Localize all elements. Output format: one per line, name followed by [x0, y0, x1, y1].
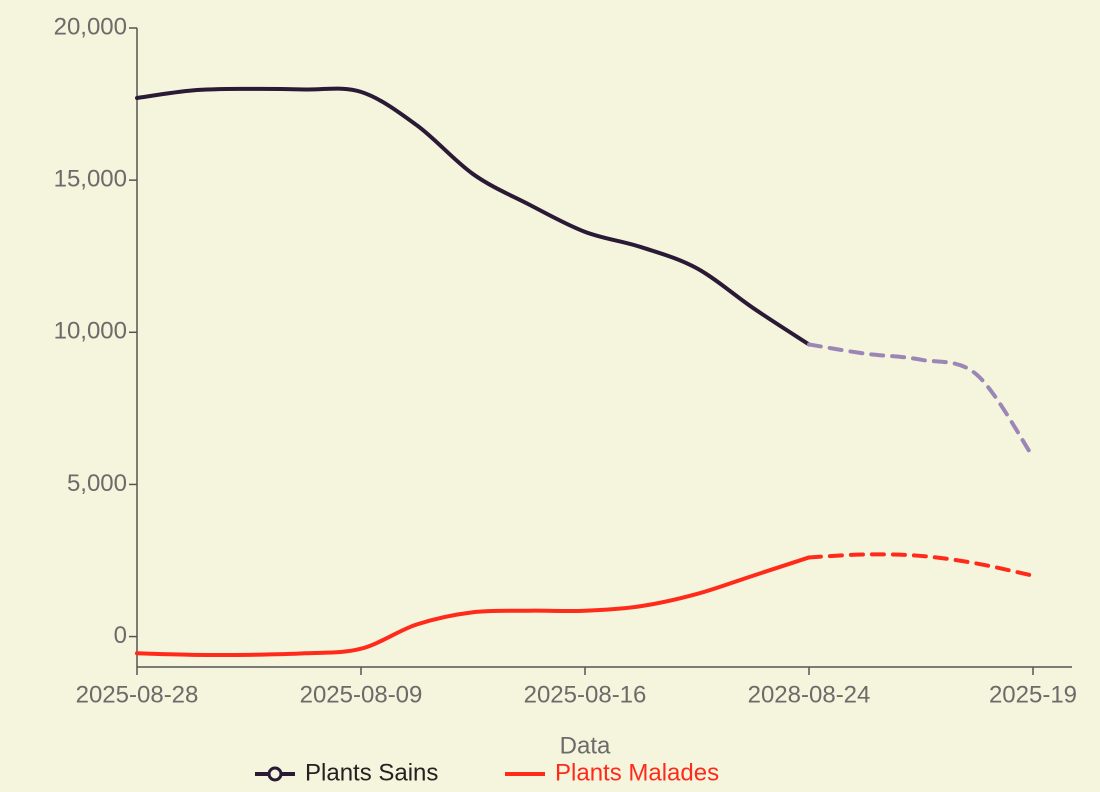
- forecast-line: [807, 552, 1035, 578]
- series-line: [135, 555, 811, 658]
- y-tick-label: 15,000: [54, 165, 127, 192]
- y-tick-label: 0: [114, 622, 127, 649]
- legend-label: Plants Sains: [305, 759, 438, 786]
- legend-marker: [267, 766, 283, 782]
- x-tick-label: 2028-08-24: [748, 681, 871, 708]
- series-line: [135, 86, 811, 347]
- legend-title: Data: [560, 732, 611, 759]
- x-tick-label: 2025-08-28: [76, 681, 199, 708]
- y-tick-label: 10,000: [54, 318, 127, 345]
- legend-label: Plants Malades: [555, 759, 719, 786]
- x-tick-label: 2025-08-09: [300, 681, 423, 708]
- forecast-line: [807, 342, 1035, 460]
- y-tick-label: 20,000: [54, 13, 127, 40]
- y-tick-label: 5,000: [67, 470, 127, 497]
- x-tick-label: 2025-08-16: [524, 681, 647, 708]
- x-tick-label: 2025-19: [989, 681, 1077, 708]
